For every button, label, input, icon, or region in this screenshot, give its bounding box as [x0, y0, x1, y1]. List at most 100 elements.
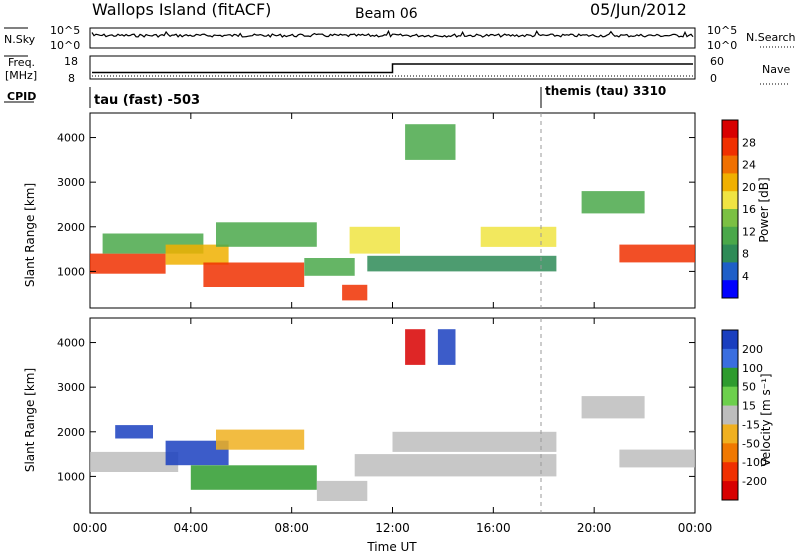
x-tick-label-5: 20:00	[577, 521, 612, 535]
velocity-y-axis: 1000 2000 3000 4000	[57, 337, 695, 483]
nave-label: Nave	[762, 63, 790, 76]
power-echoes	[90, 124, 695, 301]
noise-panel: N.Sky 10^5 10^0 10^5 10^0 N.Search	[4, 24, 796, 52]
power-echo-region-5	[304, 258, 355, 276]
x-tick-label-0: 00:00	[73, 521, 108, 535]
velocity-echo-region-5	[316, 480, 368, 501]
beam-title: Beam 06	[355, 6, 418, 22]
power-echo-region-11	[619, 244, 695, 263]
power-colorbar-cell-4	[722, 191, 738, 210]
velocity-colorbar-tick-2: 50	[742, 381, 756, 394]
velocity-colorbar-tick-5: -50	[742, 437, 760, 450]
velocity-echoes	[90, 329, 695, 501]
power-echo-region-4	[216, 222, 317, 247]
velocity-colorbar-cell-3	[722, 386, 738, 407]
velocity-colorbar-tick-3: 15	[742, 400, 756, 413]
power-colorbar-cell-5	[722, 209, 738, 228]
velocity-colorbar-tick-1: 100	[742, 362, 763, 375]
velocity-ytick-label-2: 3000	[57, 381, 85, 394]
power-colorbar-tick-3: 16	[742, 203, 756, 216]
freq-label-1: Freq.	[8, 56, 35, 69]
velocity-colorbar-cell-6	[722, 443, 738, 463]
power-echo-region-10	[581, 191, 645, 214]
noise-trace	[91, 29, 694, 38]
power-colorbar-tick-4: 12	[742, 225, 756, 238]
power-ytick-label-1: 2000	[57, 221, 85, 234]
velocity-ytick-label-3: 4000	[57, 337, 85, 350]
power-echo-region-7	[349, 226, 400, 254]
velocity-echo-region-1	[115, 425, 153, 439]
freq-tick-top: 18	[64, 55, 78, 68]
velocity-echo-region-3	[190, 465, 317, 490]
x-tick-label-6: 00:00	[678, 521, 713, 535]
velocity-colorbar-tick-0: 200	[742, 343, 763, 356]
power-ytick-label-0: 1000	[57, 265, 85, 278]
power-echo-region-8	[367, 255, 557, 272]
velocity-panel: 1000 2000 3000 4000 Slant Range [km] 200 100…	[23, 113, 773, 554]
freq-trace	[92, 63, 693, 74]
nave-tick-top: 60	[710, 55, 724, 68]
velocity-colorbar-cell-7	[722, 462, 738, 482]
velocity-echo-region-8	[581, 396, 645, 419]
velocity-colorbar-cell-8	[722, 481, 738, 501]
power-colorbar-title: Power [dB]	[757, 177, 771, 242]
velocity-echo-region-4	[216, 429, 305, 450]
x-tick-label-2: 08:00	[274, 521, 309, 535]
freq-label-2: [MHz]	[5, 69, 37, 82]
velocity-colorbar: 200 100 50 15 -15 -50 -100 -200	[721, 329, 767, 501]
velocity-colorbar-cell-0	[722, 330, 738, 350]
nave-tick-bottom: 0	[710, 72, 717, 85]
noise-right-label: N.Search	[746, 31, 796, 44]
noise-left-tick-top: 10^5	[50, 24, 80, 37]
power-colorbar-cell-2	[722, 155, 738, 174]
power-colorbar-tick-6: 4	[742, 270, 749, 283]
x-tick-label-4: 16:00	[476, 521, 511, 535]
cpid-panel: CPID tau (fast) -503 themis (tau) 3310	[4, 84, 666, 108]
noise-right-tick-bottom: 10^0	[707, 39, 737, 52]
velocity-colorbar-frame	[721, 329, 739, 501]
x-axis-label: Time UT	[366, 540, 417, 554]
power-ytick-label-3: 4000	[57, 132, 85, 145]
time-x-axis: 00:00 04:00 08:00 12:00 16:00 20:00 00:00	[73, 113, 713, 535]
power-colorbar-cell-7	[722, 244, 738, 263]
velocity-colorbar-title: Velocity [m s⁻¹]	[759, 373, 773, 466]
station-title: Wallops Island (fitACF)	[92, 0, 271, 19]
power-colorbar-cell-1	[722, 137, 738, 157]
power-colorbar-tick-2: 20	[742, 181, 756, 194]
cpid-segment-1: tau (fast) -503	[94, 93, 200, 108]
velocity-echo-region-7	[392, 431, 557, 452]
power-colorbar-tick-1: 24	[742, 159, 756, 172]
velocity-ytick-label-1: 2000	[57, 426, 85, 439]
freq-tick-bottom: 8	[68, 72, 75, 85]
power-echo-region-0	[90, 253, 166, 274]
velocity-echo-region-11	[437, 329, 456, 365]
x-tick-label-1: 04:00	[174, 521, 209, 535]
power-y-axis: 1000 2000 3000 4000	[57, 132, 695, 278]
power-colorbar: 28 24 20 16 12 8 4	[721, 119, 756, 299]
power-ylabel: Slant Range [km]	[23, 183, 37, 287]
power-panel: 1000 2000 3000 4000 Slant Range [km] 28 24 20…	[23, 112, 771, 309]
velocity-colorbar-tick-6: -100	[742, 456, 767, 469]
x-tick-label-3: 12:00	[375, 521, 410, 535]
velocity-colorbar-cell-4	[722, 405, 738, 425]
power-colorbar-cell-8	[722, 262, 738, 281]
velocity-echo-region-6	[354, 454, 557, 477]
freq-panel: Freq. [MHz] 18 8 60 0 Nave	[4, 55, 790, 85]
power-colorbar-cell-9	[722, 280, 738, 299]
cpid-segment-2: themis (tau) 3310	[545, 84, 666, 98]
noise-plot-frame	[89, 27, 696, 49]
power-echo-region-6	[342, 284, 368, 301]
velocity-colorbar-tick-7: -200	[742, 475, 767, 488]
power-echo-region-12	[405, 124, 456, 160]
power-colorbar-frame	[721, 119, 739, 299]
cpid-label: CPID	[7, 90, 36, 103]
noise-left-tick-bottom: 10^0	[50, 39, 80, 52]
noise-left-label: N.Sky	[4, 33, 36, 46]
velocity-echo-region-10	[405, 329, 426, 365]
velocity-ylabel: Slant Range [km]	[23, 368, 37, 472]
velocity-colorbar-cell-2	[722, 367, 738, 388]
velocity-echo-region-0	[90, 451, 179, 472]
velocity-echo-region-9	[619, 449, 695, 468]
power-echo-region-9	[480, 226, 557, 247]
